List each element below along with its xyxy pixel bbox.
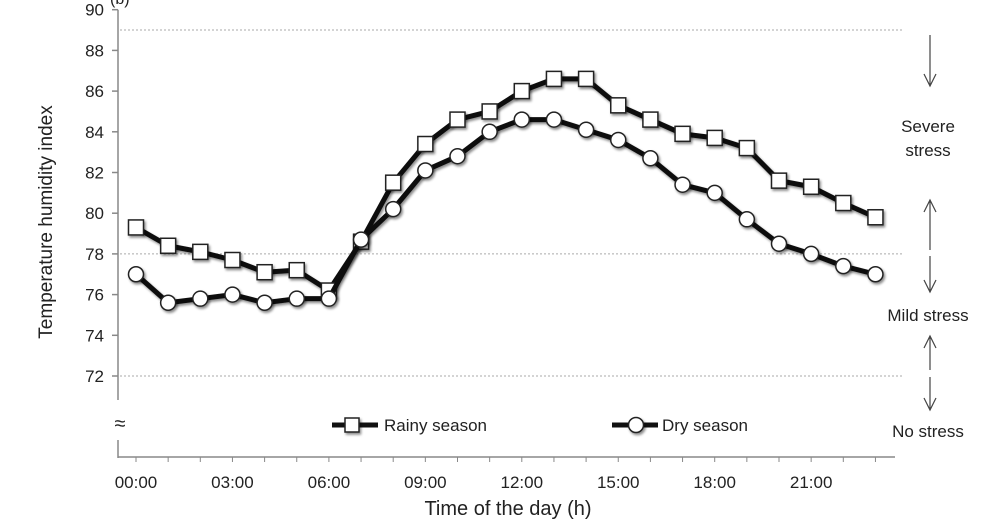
data-point-square [417, 135, 434, 153]
y-tick-label: 80 [85, 204, 104, 223]
y-tick-label: 78 [85, 245, 104, 264]
data-point-circle [481, 123, 498, 141]
data-point-square [674, 125, 691, 143]
x-axis-label: Time of the day (h) [424, 498, 591, 520]
data-point-square [738, 139, 756, 157]
zone-none-label: No stress [892, 422, 964, 441]
x-tick-label: 03:00 [211, 473, 254, 492]
data-point-square [449, 111, 466, 128]
arrow-down-icon [923, 35, 937, 88]
data-point-square [288, 261, 305, 279]
y-tick-label: 74 [85, 326, 104, 345]
data-point-circle [417, 162, 434, 179]
y-tick-label: 72 [85, 367, 104, 386]
arrow-up-icon [923, 198, 937, 250]
data-point-circle [770, 235, 788, 252]
panel-label: (b) [110, 0, 130, 8]
zone-severe-label: Severe [901, 117, 955, 136]
data-point-circle [706, 184, 723, 202]
data-point-square [610, 97, 627, 114]
x-tick-label: 06:00 [308, 473, 351, 492]
data-point-circle [224, 286, 241, 303]
data-point-circle [545, 111, 563, 128]
series-line [134, 117, 877, 306]
data-point-circle [642, 150, 659, 167]
data-point-circle [738, 211, 756, 228]
x-tick-label: 15:00 [597, 473, 640, 492]
data-point-square [159, 237, 177, 255]
y-tick-label: 84 [85, 123, 104, 142]
series-dry-season [127, 111, 884, 311]
data-point-square [192, 243, 209, 261]
data-point-circle [835, 257, 852, 275]
data-point-circle [256, 294, 273, 311]
series-line [134, 76, 877, 294]
data-point-square [706, 129, 723, 147]
data-point-circle [288, 290, 305, 307]
data-point-circle [159, 294, 177, 311]
data-point-circle [513, 111, 531, 128]
data-point-circle [320, 290, 338, 307]
data-point-square [384, 174, 402, 191]
y-tick-label: 88 [85, 41, 104, 60]
data-point-square [835, 194, 852, 212]
arrow-down-icon [923, 377, 937, 412]
data-point-square [481, 103, 498, 120]
data-point-square [545, 70, 563, 88]
legend-rainy-marker [344, 417, 360, 433]
data-point-circle [577, 121, 595, 139]
data-point-square [513, 82, 531, 100]
y-tick-label: 82 [85, 164, 104, 183]
data-point-circle [352, 231, 370, 248]
data-point-circle [384, 200, 402, 218]
data-point-square [577, 70, 595, 88]
legend-dry-label: Dry season [662, 416, 748, 435]
zone-severe-label-2: stress [905, 141, 950, 160]
legend-rainy-label: Rainy season [384, 416, 487, 435]
data-point-square [770, 172, 788, 189]
data-point-circle [867, 266, 884, 283]
axis-break-symbol: ≈ [115, 413, 126, 435]
y-axis-label: Temperature humidity index [36, 105, 57, 339]
data-point-circle [802, 245, 820, 263]
data-point-circle [449, 147, 466, 165]
x-tick-label: 09:00 [404, 473, 447, 492]
stress-zones [923, 35, 937, 412]
data-point-circle [192, 290, 209, 307]
data-point-square [256, 263, 273, 281]
data-point-square [867, 209, 884, 226]
data-point-square [802, 178, 820, 195]
data-point-square [642, 111, 659, 128]
legend: Rainy season Dry season [332, 416, 748, 435]
y-tick-label: 90 [85, 1, 104, 20]
arrow-up-icon [923, 334, 937, 370]
x-tick-label: 12:00 [501, 473, 544, 492]
data-point-circle [610, 131, 627, 149]
data-point-square [127, 219, 145, 236]
y-tick-label: 76 [85, 286, 104, 305]
x-tick-label: 18:00 [693, 473, 736, 492]
y-tick-label: 86 [85, 82, 104, 101]
zone-mild-label: Mild stress [887, 306, 968, 325]
data-point-square [224, 251, 241, 269]
x-tick-label: 00:00 [115, 473, 158, 492]
data-point-circle [127, 266, 145, 283]
series-rainy-season [127, 70, 884, 299]
x-tick-label: 21:00 [790, 473, 833, 492]
arrow-down-icon [923, 256, 937, 294]
legend-dry-marker [627, 416, 645, 434]
data-point-circle [674, 176, 691, 193]
